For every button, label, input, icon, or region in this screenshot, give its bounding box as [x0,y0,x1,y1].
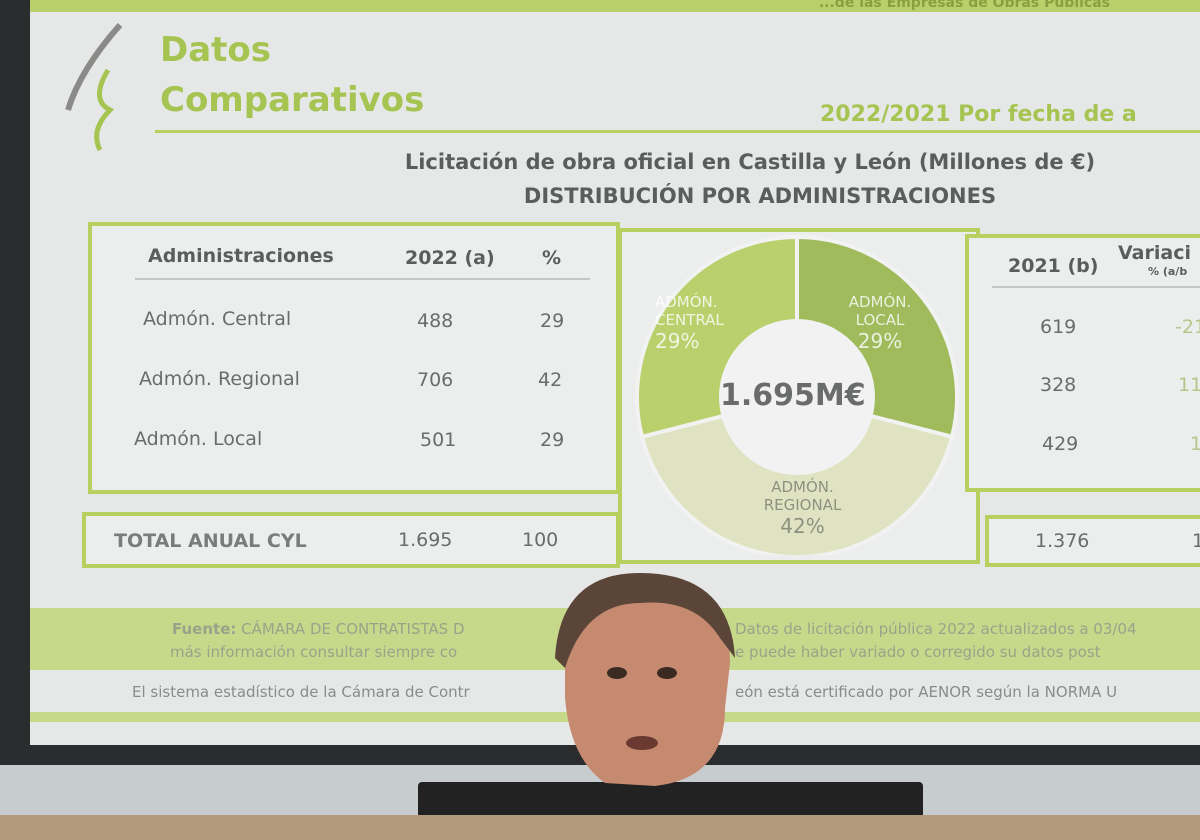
slide-title-1: Datos [160,30,272,70]
source-line-1a: Fuente: CÁMARA DE CONTRATISTAS D [172,620,465,638]
col-header: 2022 (a) [405,247,495,269]
total-value: 1.376 [1035,530,1090,552]
compare-table [965,234,1200,492]
speaker-photo [555,573,735,786]
table-cell: -21 [1175,316,1200,338]
col-header: % [542,247,562,269]
source-line-2b: e puede haber variado o corregido su dat… [735,643,1101,661]
slide-title-2: Comparativos [160,80,425,120]
slice-label-local: ADMÓN. LOCAL 29% [848,293,912,353]
col-header: Administraciones [148,245,334,267]
period: 2022/2021 Por fecha de a [820,102,1137,127]
slide-banner: ...de las Empresas de Obras Públicas [30,0,1200,12]
table-cell: 488 [417,310,454,332]
total-value: 1.695 [398,529,453,551]
cert-line-a: El sistema estadístico de la Cámara de C… [132,683,470,701]
divider [155,130,1200,133]
table-cell: 619 [1040,316,1077,338]
table-cell: 29 [540,310,565,332]
divider [992,286,1200,288]
table-cell: 706 [417,369,454,391]
table-cell: 42 [538,369,563,391]
monitor [418,782,923,818]
heading-1: Licitación de obra oficial en Castilla y… [404,150,1096,174]
total-label: TOTAL ANUAL CYL [114,530,307,552]
donut-chart [635,235,959,555]
table-cell: Admón. Regional [139,368,300,390]
divider [135,278,590,280]
table-cell: 429 [1042,433,1079,455]
table-cell: Admón. Central [143,308,292,330]
total-row [82,512,620,568]
total-pct: 100 [522,529,559,551]
col-header: Variaci [1118,242,1191,264]
table-cell: 115 [1178,374,1200,396]
compare-total [985,515,1200,567]
slice-label-central: ADMÓN. CENTRAL 29% [655,293,724,353]
source-line-1b: Datos de licitación pública 2022 actuali… [735,620,1137,638]
table-cell: 1 [1190,433,1200,455]
donut-center: 1.695M€ [720,378,866,413]
donut-slice [639,394,955,555]
desk [0,815,1200,840]
slice-label-regional: ADMÓN. REGIONAL 42% [763,478,842,538]
table-cell: Admón. Local [134,428,263,450]
table-cell: 328 [1040,374,1077,396]
source-line-2a: más información consultar siempre co [170,643,458,661]
cert-line-b: eón está certificado por AENOR según la … [735,683,1118,701]
table-cell: 501 [420,429,457,451]
admin-table [88,222,620,494]
table-cell: 29 [540,429,565,451]
col-header: % (a/b [1148,265,1188,278]
total-value: 1 [1192,530,1200,552]
col-header: 2021 (b) [1008,255,1099,277]
logo-icon [65,23,123,152]
donut-hole [719,319,875,475]
heading-2: DISTRIBUCIÓN POR ADMINISTRACIONES [523,184,997,208]
